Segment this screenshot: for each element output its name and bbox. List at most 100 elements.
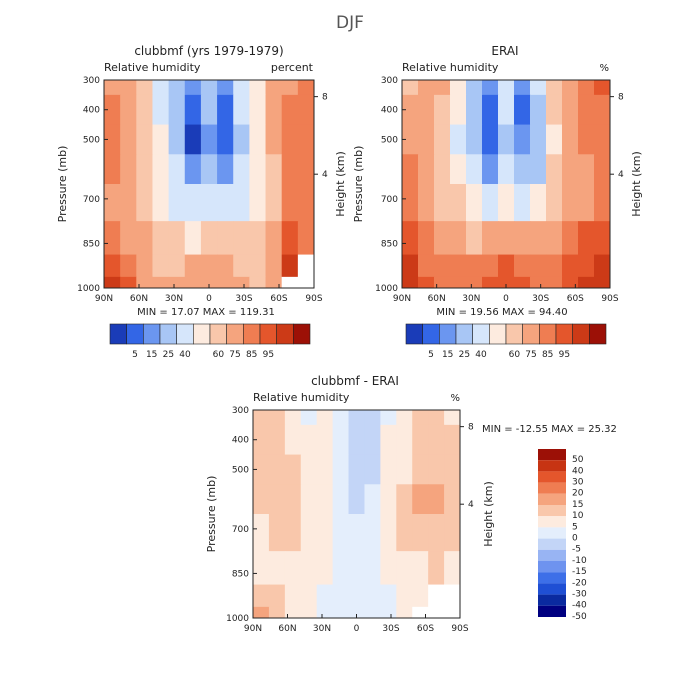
heatmap-cell: [546, 154, 563, 185]
heatmap-cell: [396, 454, 413, 485]
heatmap-cell: [396, 584, 413, 608]
heatmap-cell: [168, 254, 186, 278]
colorbar-box: [422, 323, 440, 345]
heatmap-cell: [380, 514, 397, 552]
heatmap-cell: [396, 484, 413, 515]
heatmap-cell: [300, 424, 318, 456]
heatmap-cell: [152, 124, 170, 155]
colorbar-box: [538, 549, 566, 561]
heatmap-cell: [253, 410, 270, 426]
colorbar-label: 75: [525, 350, 536, 360]
panel-subtitle-left: Relative humidity: [104, 61, 201, 74]
heatmap-cell: [546, 184, 563, 222]
colorbar-box: [522, 323, 540, 345]
heatmap-cell: [578, 276, 595, 289]
colorbar-label: -30: [572, 589, 587, 599]
heatmap-cell: [444, 424, 461, 456]
heatmap-cell: [168, 80, 186, 96]
heatmap-cell: [233, 254, 250, 278]
heatmap-cell: [364, 584, 381, 608]
heatmap-cell: [396, 606, 413, 619]
x-tick-label: 60S: [567, 294, 584, 304]
y-right-tick-label: 4: [322, 170, 328, 180]
heatmap-cell: [249, 94, 267, 126]
heatmap-cell: [402, 154, 419, 185]
heatmap-cell: [316, 454, 334, 485]
x-tick-label: 30N: [313, 624, 331, 634]
heatmap-cell: [120, 221, 137, 256]
heatmap-cell: [265, 80, 283, 96]
heatmap-cell: [265, 184, 283, 222]
y-axis-label: Pressure (mb): [56, 146, 69, 223]
colorbar-box: [538, 460, 566, 472]
heatmap-cell: [332, 454, 350, 485]
heatmap-cell: [578, 80, 595, 96]
heatmap-cell: [265, 254, 283, 278]
x-tick-label: 60N: [428, 294, 446, 304]
heatmap-cell: [104, 80, 121, 96]
heatmap-cell: [217, 221, 234, 256]
heatmap-cell: [233, 184, 250, 222]
heatmap-cell: [348, 484, 365, 515]
heatmap-cell: [300, 454, 318, 485]
heatmap-cell: [104, 154, 121, 185]
colorbar-box: [538, 527, 566, 539]
panel-erai: ERAI Relative humidity % Pressure (mb) H…: [352, 44, 643, 360]
y-tick-label: 1000: [226, 614, 249, 624]
x-tick-label: 30N: [165, 294, 183, 304]
y-tick-label: 1000: [375, 284, 398, 294]
heatmap-cell: [434, 124, 451, 155]
colorbar-box: [109, 323, 127, 345]
heatmap-cell: [184, 94, 202, 126]
heatmap-cell: [444, 584, 461, 608]
heatmap-cell: [514, 94, 531, 126]
heatmap-cell: [253, 606, 270, 619]
heatmap-cell: [297, 276, 315, 289]
y-tick-label: 300: [83, 76, 100, 86]
heatmap-cell: [300, 514, 318, 552]
heatmap-cell: [578, 124, 595, 155]
heatmap-cell: [217, 276, 234, 289]
heatmap-cell: [482, 254, 499, 278]
heatmap-cell: [152, 184, 170, 222]
colorbar-label: 15: [572, 500, 583, 510]
colorbar-box: [489, 323, 507, 345]
heatmap-cell: [300, 606, 318, 619]
y-axis-right-label: Height (km): [482, 481, 495, 547]
heatmap-cell: [284, 484, 302, 515]
heatmap-cell: [418, 184, 435, 222]
heatmap-cell: [268, 514, 286, 552]
heatmap-cell: [104, 94, 121, 126]
heatmap-cell: [200, 94, 218, 126]
heatmap-cell: [217, 124, 234, 155]
heatmap-cell: [380, 424, 397, 456]
heatmap-cell: [253, 424, 270, 456]
colorbar-label: 25: [163, 350, 174, 360]
heatmap-cell: [578, 254, 595, 278]
y-tick-label: 500: [381, 135, 398, 145]
heatmap-cell: [428, 410, 445, 426]
heatmap-cell: [514, 124, 531, 155]
y-axis-label: Pressure (mb): [205, 476, 218, 553]
y-tick-label: 700: [232, 525, 249, 535]
y-tick-label: 400: [381, 106, 398, 116]
heatmap-cell: [450, 254, 467, 278]
x-tick-label: 0: [354, 624, 360, 634]
x-tick-label: 30S: [532, 294, 549, 304]
heatmap-cell: [217, 184, 234, 222]
heatmap-cell: [253, 454, 270, 485]
x-tick-label: 60S: [417, 624, 434, 634]
heatmap-cell: [184, 276, 202, 289]
heatmap-cell: [396, 410, 413, 426]
heatmap-cell: [450, 276, 467, 289]
heatmap-cell: [444, 454, 461, 485]
colorbar-label: 85: [246, 350, 257, 360]
heatmap-cell: [514, 184, 531, 222]
panel-title: ERAI: [491, 44, 518, 58]
colorbar-label: -50: [572, 612, 587, 622]
heatmap-cell: [434, 221, 451, 256]
y-tick-label: 500: [232, 465, 249, 475]
heatmap-cell: [136, 124, 153, 155]
colorbar-box: [538, 594, 566, 606]
colorbar-label: 60: [213, 350, 225, 360]
